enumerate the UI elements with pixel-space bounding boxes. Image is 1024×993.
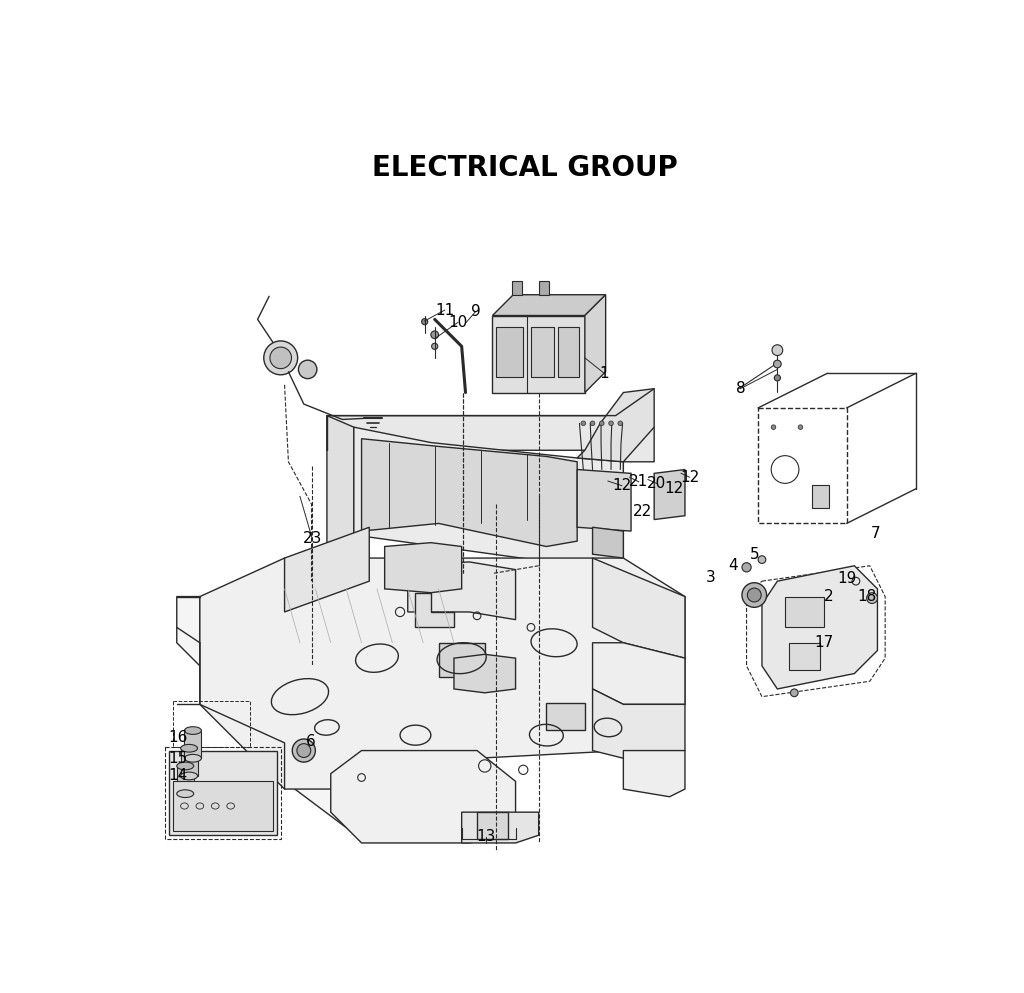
Bar xyxy=(184,731,202,759)
Circle shape xyxy=(866,593,878,604)
Text: 3: 3 xyxy=(707,570,716,585)
Polygon shape xyxy=(578,470,631,531)
Polygon shape xyxy=(762,566,878,689)
Bar xyxy=(812,485,829,508)
Polygon shape xyxy=(493,316,585,392)
Polygon shape xyxy=(361,439,578,546)
Polygon shape xyxy=(454,654,515,693)
Circle shape xyxy=(264,341,298,374)
Circle shape xyxy=(748,588,761,602)
Circle shape xyxy=(774,374,780,381)
Bar xyxy=(558,327,580,377)
Text: 9: 9 xyxy=(471,304,480,319)
Circle shape xyxy=(432,344,438,350)
Bar xyxy=(438,642,484,677)
Polygon shape xyxy=(285,527,370,612)
Circle shape xyxy=(742,563,752,572)
Ellipse shape xyxy=(184,755,202,762)
Circle shape xyxy=(772,345,782,355)
Polygon shape xyxy=(416,593,454,628)
Polygon shape xyxy=(169,751,276,835)
Circle shape xyxy=(771,425,776,429)
Circle shape xyxy=(292,739,315,762)
Text: ELECTRICAL GROUP: ELECTRICAL GROUP xyxy=(372,154,678,182)
Polygon shape xyxy=(385,542,462,593)
Bar xyxy=(512,281,522,295)
Bar xyxy=(180,749,198,776)
Circle shape xyxy=(590,421,595,426)
Circle shape xyxy=(298,360,316,378)
Circle shape xyxy=(791,689,798,697)
Text: 22: 22 xyxy=(633,504,652,519)
Polygon shape xyxy=(327,416,654,462)
Circle shape xyxy=(581,421,586,426)
Text: 7: 7 xyxy=(870,526,880,541)
Text: 12: 12 xyxy=(680,470,699,485)
Text: 16: 16 xyxy=(169,730,188,745)
Bar xyxy=(785,597,823,628)
Bar xyxy=(539,281,550,295)
Text: 4: 4 xyxy=(729,558,738,573)
Circle shape xyxy=(742,583,767,608)
Polygon shape xyxy=(173,781,273,831)
Circle shape xyxy=(798,425,803,429)
Text: 1: 1 xyxy=(599,365,609,380)
Bar xyxy=(531,327,554,377)
Text: 18: 18 xyxy=(857,589,877,604)
Polygon shape xyxy=(331,751,515,843)
Text: 19: 19 xyxy=(837,571,856,586)
Ellipse shape xyxy=(177,762,194,770)
Circle shape xyxy=(431,331,438,339)
Text: 14: 14 xyxy=(169,769,188,783)
Polygon shape xyxy=(408,562,515,620)
Bar xyxy=(177,766,194,793)
Polygon shape xyxy=(327,416,354,546)
Text: 5: 5 xyxy=(750,547,759,562)
Polygon shape xyxy=(593,689,685,766)
Ellipse shape xyxy=(180,773,198,780)
Text: 8: 8 xyxy=(735,381,745,396)
Text: 6: 6 xyxy=(306,734,315,749)
Circle shape xyxy=(270,348,292,368)
Text: 17: 17 xyxy=(814,636,834,650)
Text: 13: 13 xyxy=(476,829,496,844)
Polygon shape xyxy=(593,558,685,658)
Circle shape xyxy=(608,421,613,426)
Polygon shape xyxy=(585,295,605,392)
Circle shape xyxy=(773,360,781,367)
Text: 21: 21 xyxy=(629,475,648,490)
Text: 20: 20 xyxy=(647,476,666,491)
Bar xyxy=(497,327,523,377)
Polygon shape xyxy=(578,388,654,462)
Text: 11: 11 xyxy=(435,303,455,318)
Ellipse shape xyxy=(180,745,198,752)
Polygon shape xyxy=(593,642,685,704)
Text: 2: 2 xyxy=(824,589,834,604)
Text: 15: 15 xyxy=(169,751,188,766)
Circle shape xyxy=(297,744,310,758)
Polygon shape xyxy=(593,527,624,558)
Polygon shape xyxy=(477,812,508,839)
Bar xyxy=(788,642,819,669)
Circle shape xyxy=(422,319,428,325)
Text: 23: 23 xyxy=(303,531,322,546)
Text: 10: 10 xyxy=(449,315,467,330)
Circle shape xyxy=(599,421,604,426)
Polygon shape xyxy=(493,295,605,316)
Text: 12: 12 xyxy=(665,482,684,496)
Ellipse shape xyxy=(177,789,194,797)
Ellipse shape xyxy=(184,727,202,735)
Text: 12: 12 xyxy=(612,479,632,494)
Polygon shape xyxy=(654,470,685,519)
Circle shape xyxy=(617,421,623,426)
Polygon shape xyxy=(177,597,346,827)
Polygon shape xyxy=(624,751,685,796)
Polygon shape xyxy=(200,558,685,789)
Bar xyxy=(547,703,585,730)
Polygon shape xyxy=(354,427,624,566)
Circle shape xyxy=(758,556,766,563)
Polygon shape xyxy=(462,812,539,843)
